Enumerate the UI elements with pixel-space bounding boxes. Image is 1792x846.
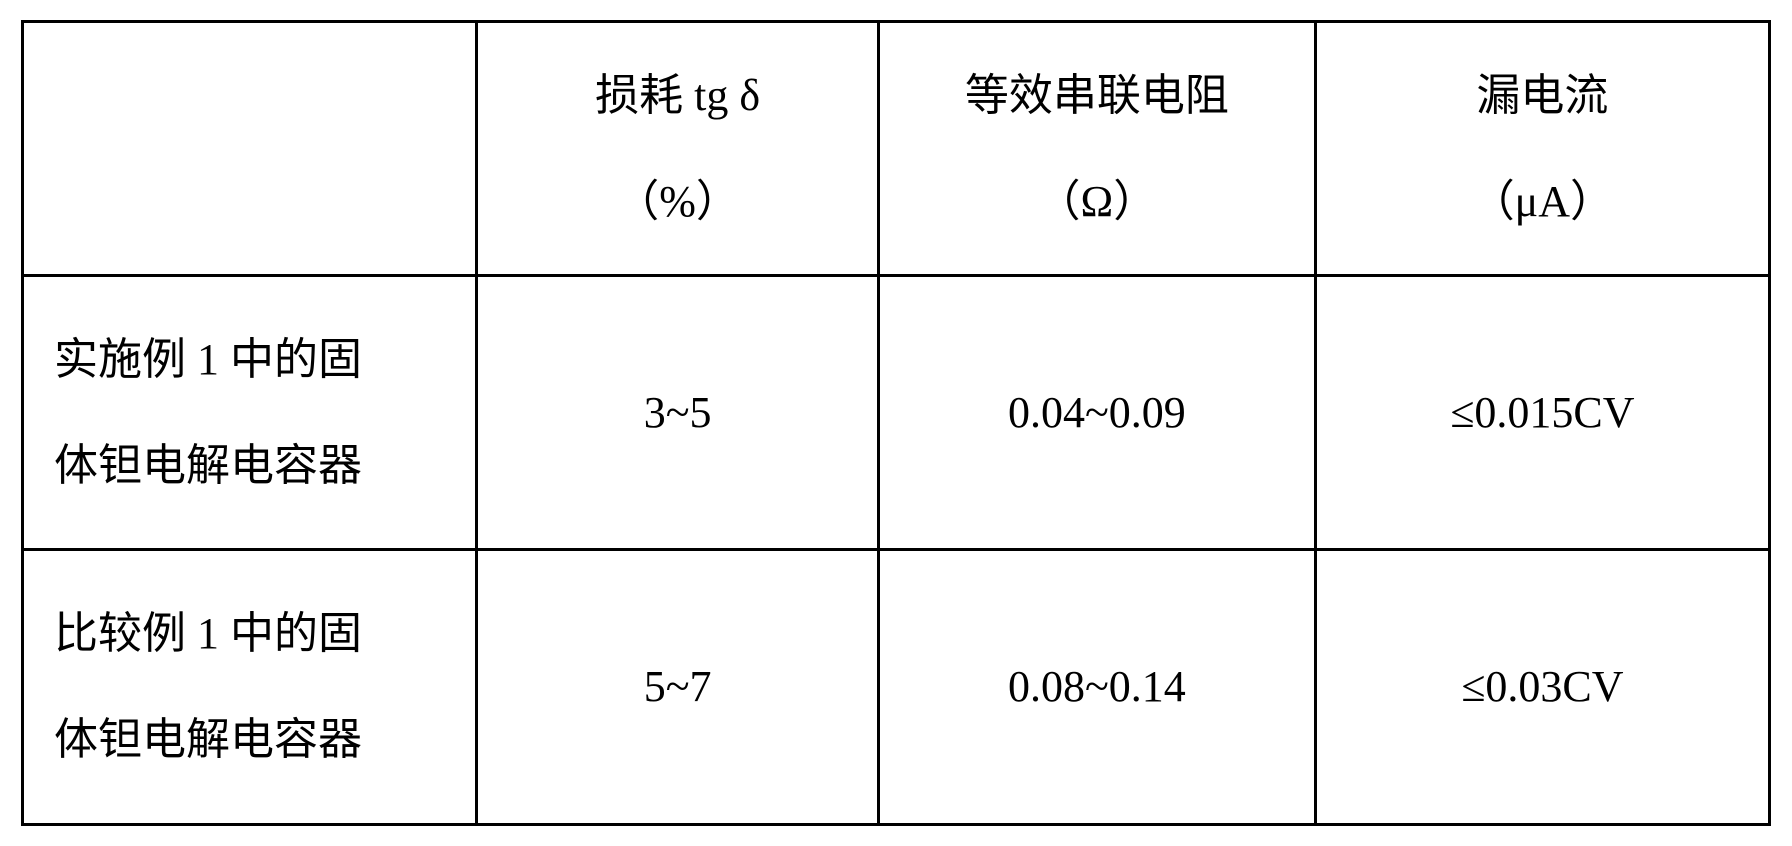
row-label-cell: 比较例 1 中的固 体钽电解电容器 (23, 550, 477, 824)
row-label-line1: 实施例 1 中的固 (54, 307, 465, 413)
data-table: 损耗 tg δ （%） 等效串联电阻 （Ω） 漏电流 （μA） 实施例 1 中的… (21, 20, 1771, 826)
header-line1: 损耗 tg δ (488, 43, 867, 149)
row-label-line1: 比较例 1 中的固 (54, 581, 465, 687)
header-line2: （μA） (1327, 149, 1758, 255)
table-row: 实施例 1 中的固 体钽电解电容器 3~5 0.04~0.09 ≤0.015CV (23, 276, 1770, 550)
header-cell-empty (23, 22, 477, 276)
cell-esr: 0.08~0.14 (879, 550, 1316, 824)
table-header-row: 损耗 tg δ （%） 等效串联电阻 （Ω） 漏电流 （μA） (23, 22, 1770, 276)
cell-leak: ≤0.03CV (1315, 550, 1769, 824)
header-line1: 等效串联电阻 (890, 43, 1304, 149)
cell-esr: 0.04~0.09 (879, 276, 1316, 550)
header-cell-esr: 等效串联电阻 （Ω） (879, 22, 1316, 276)
cell-loss: 3~5 (477, 276, 879, 550)
row-label-cell: 实施例 1 中的固 体钽电解电容器 (23, 276, 477, 550)
table-row: 比较例 1 中的固 体钽电解电容器 5~7 0.08~0.14 ≤0.03CV (23, 550, 1770, 824)
header-line2: （%） (488, 149, 867, 255)
cell-loss: 5~7 (477, 550, 879, 824)
header-cell-loss: 损耗 tg δ （%） (477, 22, 879, 276)
row-label-line2: 体钽电解电容器 (54, 413, 465, 519)
row-label-line2: 体钽电解电容器 (54, 687, 465, 793)
header-cell-leak: 漏电流 （μA） (1315, 22, 1769, 276)
cell-leak: ≤0.015CV (1315, 276, 1769, 550)
header-line2: （Ω） (890, 149, 1304, 255)
header-line1: 漏电流 (1327, 43, 1758, 149)
